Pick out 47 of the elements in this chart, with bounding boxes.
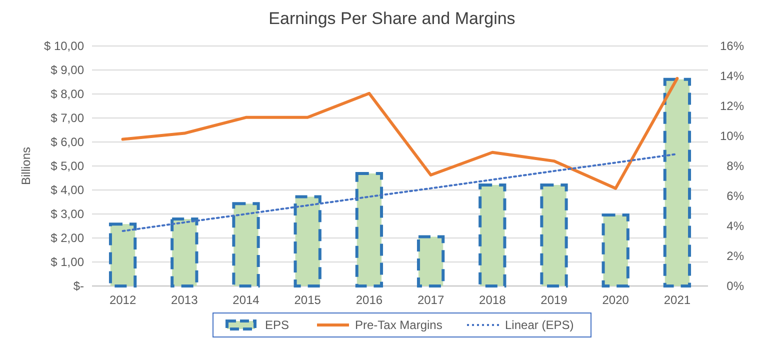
y-tick-label: $ 4,00 [50,183,84,198]
bar [294,195,322,288]
y-tick-label: $ 2,00 [50,231,84,246]
y-tick-label: $- [73,279,84,294]
bar [355,172,384,288]
y2-tick-label: 14% [720,69,744,84]
y2-tick-label: 12% [720,99,744,114]
y-axis-title: Billions [19,146,33,186]
bar [602,213,630,288]
y2-tick-label: 0% [726,279,744,294]
bar [232,202,260,288]
y-tick-label: $ 1,00 [50,255,84,270]
x-tick-label: 2020 [602,293,630,307]
x-tick-label: 2014 [232,293,260,307]
x-tick-label: 2017 [417,293,444,307]
chart-title: Earnings Per Share and Margins [268,9,516,28]
x-tick-label: 2012 [109,293,136,307]
x-tick-label: 2021 [664,293,691,307]
legend-label: EPS [265,318,290,332]
y2-tick-label: 8% [726,159,744,174]
x-tick-label: 2015 [294,293,322,307]
bar [108,222,137,288]
y-tick-label: $ 6,00 [50,135,84,150]
bar [663,78,692,288]
legend-label: Pre-Tax Margins [355,318,442,332]
legend-label: Linear (EPS) [505,318,574,332]
y2-tick-label: 16% [720,39,744,54]
bar [478,183,506,288]
y2-tick-label: 10% [720,129,744,144]
x-tick-label: 2013 [171,293,198,307]
y2-tick-label: 6% [726,189,744,204]
line-series [121,76,679,190]
x-tick-label: 2018 [479,293,506,307]
y-tick-label: $ 7,00 [50,111,84,126]
x-tick-label: 2016 [356,293,383,307]
line-series [122,153,678,232]
bar [170,218,198,288]
x-tick-label: 2019 [540,293,568,307]
bar [416,235,445,288]
bar [540,183,568,288]
y-tick-label: $ 10,00 [44,39,84,54]
y-tick-label: $ 9,00 [50,63,84,78]
y2-tick-label: 2% [726,249,744,264]
y-tick-label: $ 3,00 [50,207,84,222]
y2-tick-label: 4% [726,219,744,234]
y-tick-label: $ 8,00 [50,87,84,102]
y-tick-label: $ 5,00 [50,159,84,174]
